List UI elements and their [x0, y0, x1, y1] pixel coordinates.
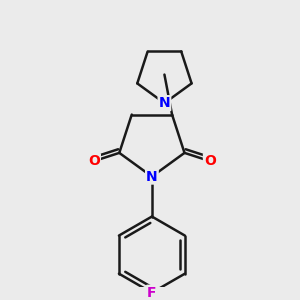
Text: O: O [204, 154, 216, 168]
Text: O: O [88, 154, 100, 168]
Text: N: N [159, 96, 170, 110]
Text: N: N [146, 169, 158, 184]
Text: F: F [147, 286, 157, 300]
